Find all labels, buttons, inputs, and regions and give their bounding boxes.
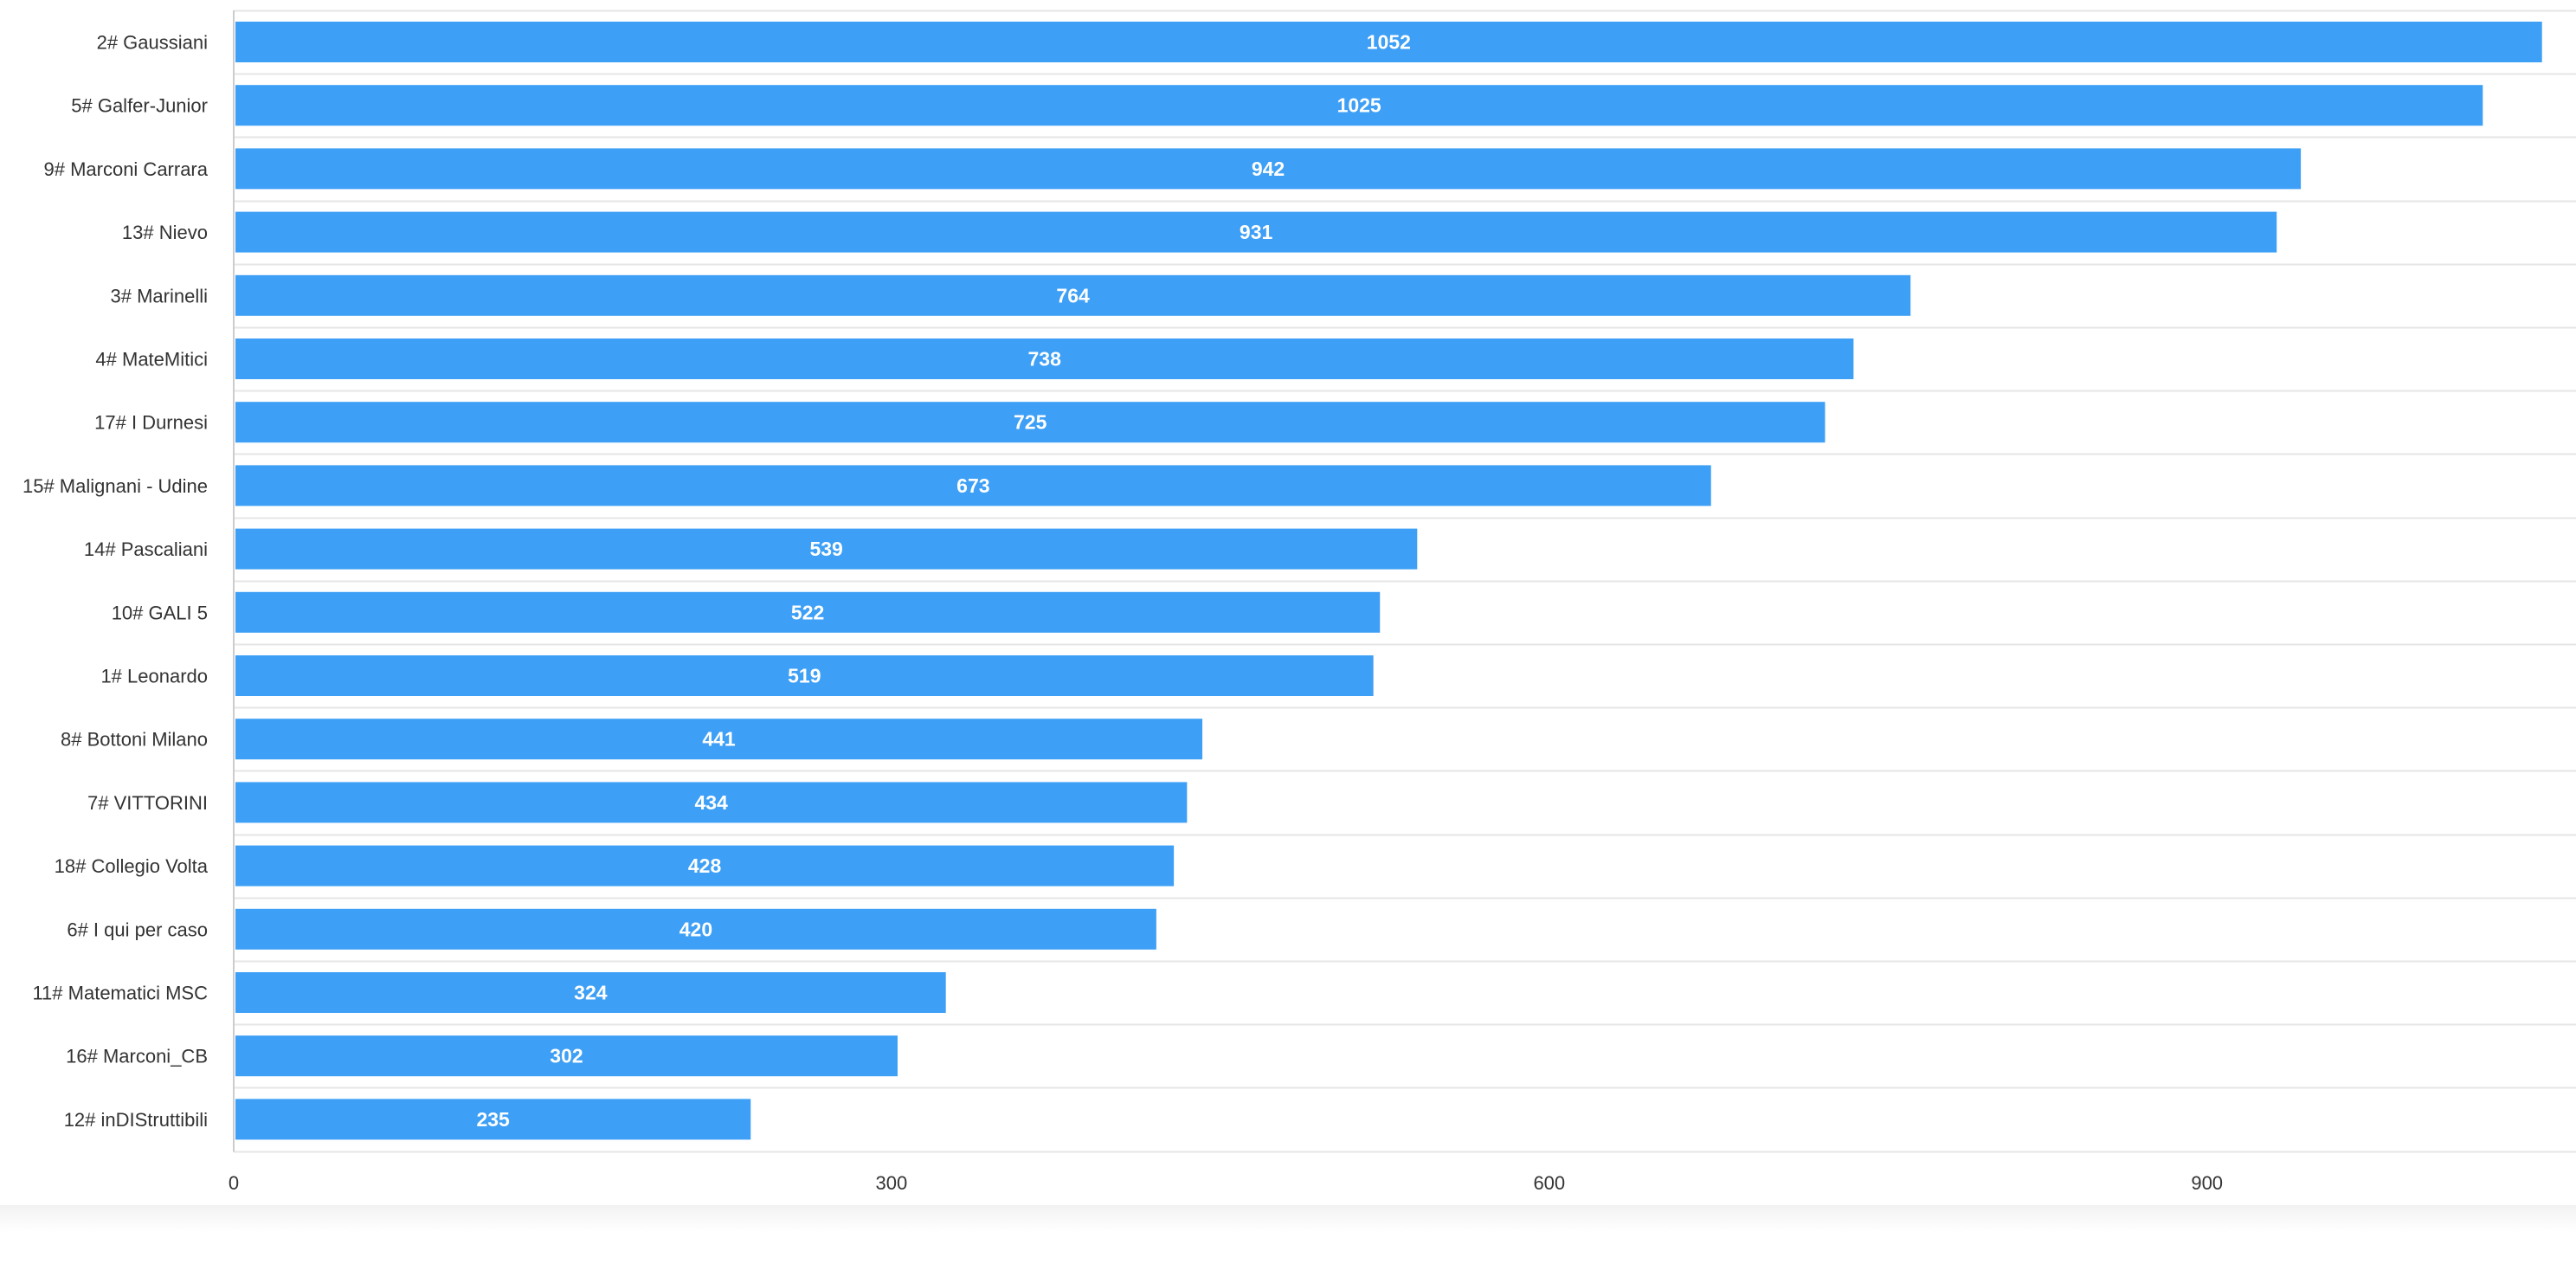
x-tick-label: 600 xyxy=(1533,1172,1565,1194)
category-label: 3# Marinelli xyxy=(111,285,209,306)
data-label: 1052 xyxy=(1367,31,1411,54)
data-label: 324 xyxy=(574,982,608,1004)
scroll-shadow xyxy=(0,1205,2576,1283)
category-label: 13# Nievo xyxy=(122,222,208,243)
data-label: 942 xyxy=(1252,158,1285,180)
x-tick-label: 300 xyxy=(876,1172,908,1194)
bar[interactable] xyxy=(235,22,2542,62)
bar-chart: 2# Gaussiani 5# Galfer-Junior 9# Marconi C… xyxy=(23,10,2576,1194)
data-labels: 1052 1025 942 931 764 738 725 673 539 522 519 441 43… xyxy=(476,31,1411,1131)
category-label: 1# Leonardo xyxy=(100,666,208,687)
grid-lines xyxy=(233,10,2576,1153)
category-label: 11# Matematici MSC xyxy=(32,983,208,1004)
bar[interactable] xyxy=(235,85,2483,126)
bar[interactable] xyxy=(235,465,1711,506)
bar[interactable] xyxy=(235,1035,898,1077)
x-axis-ticks: 0 300 600 900 xyxy=(229,1172,2223,1194)
data-label: 302 xyxy=(550,1045,583,1067)
bar[interactable] xyxy=(235,845,1175,886)
category-label: 2# Gaussiani xyxy=(97,32,208,54)
category-label: 4# MateMitici xyxy=(95,349,208,371)
category-label: 18# Collegio Volta xyxy=(55,855,209,877)
category-labels: 2# Gaussiani 5# Galfer-Junior 9# Marconi C… xyxy=(23,32,209,1131)
bar[interactable] xyxy=(235,528,1418,570)
category-label: 5# Galfer-Junior xyxy=(71,95,208,117)
data-label: 738 xyxy=(1027,348,1061,371)
category-label: 10# GALI 5 xyxy=(112,602,208,623)
bar[interactable] xyxy=(235,972,946,1013)
data-label: 522 xyxy=(791,601,824,623)
bar[interactable] xyxy=(235,274,1911,316)
data-label: 1025 xyxy=(1337,94,1381,117)
bar[interactable] xyxy=(235,148,2302,190)
category-label: 7# VITTORINI xyxy=(87,792,208,814)
data-label: 519 xyxy=(788,665,821,687)
category-label: 8# Bottoni Milano xyxy=(61,729,208,751)
bar[interactable] xyxy=(235,908,1156,950)
bar[interactable] xyxy=(235,338,1854,379)
data-label: 931 xyxy=(1240,221,1273,243)
data-label: 725 xyxy=(1014,411,1047,434)
bar[interactable] xyxy=(235,655,1374,696)
data-label: 441 xyxy=(702,728,736,751)
data-label: 673 xyxy=(956,474,989,497)
data-label: 428 xyxy=(688,854,722,877)
data-label: 420 xyxy=(679,918,712,940)
data-label: 434 xyxy=(694,791,728,814)
bars xyxy=(235,22,2542,1140)
bar[interactable] xyxy=(235,719,1203,760)
bar[interactable] xyxy=(235,1099,751,1140)
bar[interactable] xyxy=(235,782,1188,823)
category-label: 15# Malignani - Udine xyxy=(23,475,208,497)
category-label: 6# I qui per caso xyxy=(67,919,208,940)
x-tick-label: 0 xyxy=(229,1172,239,1194)
data-label: 539 xyxy=(809,538,842,560)
category-label: 9# Marconi Carrara xyxy=(43,158,208,180)
category-label: 12# inDIStruttibili xyxy=(64,1109,208,1131)
data-label: 235 xyxy=(476,1108,510,1131)
bar[interactable] xyxy=(235,211,2277,253)
category-label: 17# I Durnesi xyxy=(94,412,208,434)
bar[interactable] xyxy=(235,402,1826,443)
category-label: 16# Marconi_CB xyxy=(66,1046,208,1067)
category-label: 14# Pascaliani xyxy=(84,538,208,560)
x-tick-label: 900 xyxy=(2191,1172,2223,1194)
chart-canvas: 2# Gaussiani 5# Galfer-Junior 9# Marconi C… xyxy=(23,10,2576,1194)
bar[interactable] xyxy=(235,591,1381,633)
data-label: 764 xyxy=(1056,284,1090,306)
